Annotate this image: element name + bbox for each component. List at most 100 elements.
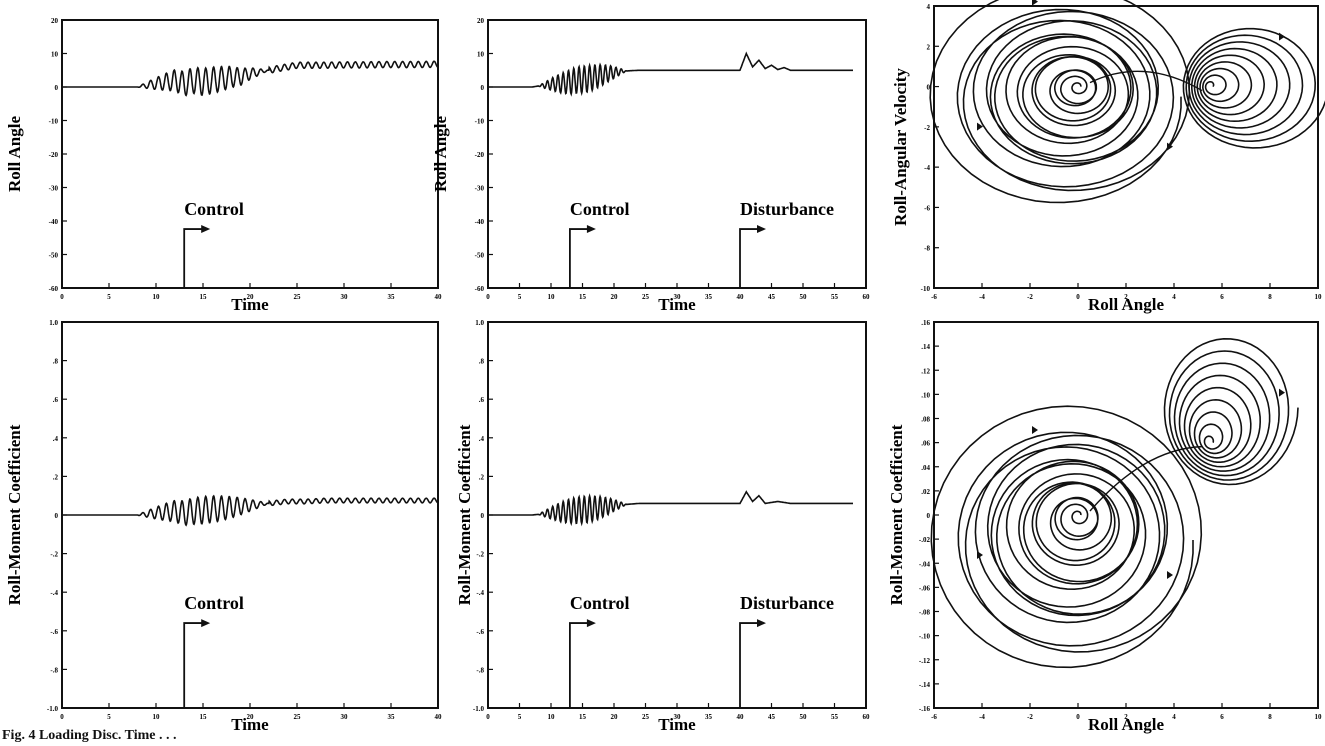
x-tick-label: 10 — [548, 713, 556, 721]
y-axis-label: Roll-Moment Coefficient — [5, 424, 24, 605]
y-axis-label: Roll Angle — [431, 116, 450, 192]
trajectory-arrow — [977, 122, 983, 131]
x-tick-label: 25 — [642, 293, 650, 301]
y-tick-label: -.2 — [476, 551, 484, 559]
y-tick-label: -10 — [49, 118, 59, 126]
x-tick-label: 0 — [486, 713, 490, 721]
x-tick-label: 40 — [435, 713, 443, 721]
y-tick-label: .06 — [921, 440, 930, 448]
annotation-label: Disturbance — [740, 593, 834, 613]
y-tick-label: .16 — [921, 319, 930, 327]
series-line — [488, 51, 853, 97]
x-tick-label: 15 — [579, 713, 587, 721]
x-tick-label: 4 — [1172, 293, 1176, 301]
x-tick-label: 15 — [200, 713, 208, 721]
x-tick-label: -2 — [1027, 713, 1033, 721]
y-tick-label: -10 — [475, 118, 485, 126]
x-tick-label: -6 — [931, 293, 937, 301]
step-marker — [739, 228, 760, 288]
y-tick-label: .08 — [921, 416, 930, 424]
x-tick-label: 5 — [107, 293, 111, 301]
y-tick-label: -.6 — [50, 628, 58, 636]
trajectory-arrow — [1032, 0, 1038, 6]
y-tick-label: .8 — [53, 358, 59, 366]
y-tick-label: 0 — [927, 84, 931, 92]
y-tick-label: -.2 — [50, 551, 58, 559]
y-tick-label: .2 — [479, 473, 485, 481]
y-tick-label: -60 — [475, 285, 485, 293]
x-tick-label: 6 — [1220, 713, 1224, 721]
y-tick-label: -.12 — [919, 657, 931, 665]
annotation-label: Control — [184, 199, 244, 219]
x-tick-label: 55 — [831, 713, 839, 721]
step-marker — [183, 622, 205, 708]
x-tick-label: 0 — [1076, 293, 1080, 301]
x-tick-label: 30 — [674, 293, 682, 301]
x-tick-label: 35 — [705, 293, 713, 301]
x-axis-label: Time — [231, 295, 269, 314]
x-axis-label: Roll Angle — [1088, 715, 1164, 734]
x-tick-label: 30 — [341, 713, 349, 721]
x-tick-label: 35 — [388, 713, 396, 721]
trajectory-main-spiral — [930, 405, 1203, 669]
y-tick-label: -.16 — [919, 705, 931, 713]
y-axis-label: Roll-Moment Coefficient — [887, 424, 906, 605]
x-tick-label: 8 — [1268, 293, 1272, 301]
x-tick-label: 6 — [1220, 293, 1224, 301]
panel-top-right: -6 -4 -2 0 2 4 6 8 10 4 2 0 -2 -4 -6 -8 -10 Roll Angle Rol… — [891, 0, 1325, 314]
y-tick-label: -.14 — [919, 681, 931, 689]
y-tick-label: 2 — [927, 43, 931, 51]
x-tick-label: 25 — [642, 713, 650, 721]
x-tick-label: 10 — [153, 293, 161, 301]
trajectory-arrow — [1032, 426, 1038, 434]
x-tick-label: 4 — [1172, 713, 1176, 721]
y-tick-label: .12 — [921, 367, 930, 375]
y-tick-label: .2 — [53, 473, 59, 481]
plot-frame — [61, 19, 439, 289]
x-axis-label: Roll Angle — [1088, 295, 1164, 314]
y-tick-label: -50 — [475, 252, 485, 260]
y-tick-label: -10 — [921, 285, 931, 293]
x-tick-label: 0 — [60, 293, 64, 301]
annotation-label: Control — [570, 593, 630, 613]
x-tick-label: 60 — [863, 713, 871, 721]
x-tick-label: 20 — [611, 293, 619, 301]
x-tick-label: 20 — [247, 293, 255, 301]
figure-caption: Fig. 4 Loading Disc. Time . . . — [2, 728, 177, 743]
y-tick-label: -6 — [924, 204, 930, 212]
y-tick-label: -.4 — [476, 589, 484, 597]
y-tick-label: 0 — [927, 512, 931, 520]
trajectory-transition — [1089, 445, 1203, 512]
y-tick-label: -50 — [49, 252, 59, 260]
y-tick-label: -40 — [475, 218, 485, 226]
x-tick-label: 35 — [388, 293, 396, 301]
panel-top-left: 0 5 10 15 20 25 30 35 40 20 10 0 -10 -20 -30 -40 -50 -60 T… — [5, 17, 442, 314]
annotation-label: Control — [184, 593, 244, 613]
trajectory-second-spiral — [1182, 27, 1325, 149]
x-tick-label: 45 — [768, 713, 776, 721]
y-tick-label: .4 — [53, 435, 59, 443]
x-tick-label: 25 — [294, 713, 302, 721]
y-axis-label: Roll-Moment Coefficient — [455, 424, 474, 605]
y-tick-label: -2 — [924, 124, 930, 132]
y-tick-label: -1.0 — [47, 705, 59, 713]
x-tick-label: 50 — [800, 293, 808, 301]
y-tick-label: .02 — [921, 488, 930, 496]
x-tick-label: 30 — [341, 293, 349, 301]
x-axis-label: Time — [231, 715, 269, 734]
x-tick-label: 20 — [247, 713, 255, 721]
x-tick-label: 50 — [800, 713, 808, 721]
y-tick-label: -4 — [924, 164, 930, 172]
y-tick-label: -.06 — [919, 584, 931, 592]
x-tick-label: 5 — [518, 713, 522, 721]
x-axis-label: Time — [658, 295, 696, 314]
series-line — [488, 490, 853, 527]
step-arrow — [201, 619, 211, 628]
x-tick-label: -6 — [931, 713, 937, 721]
y-tick-label: 20 — [477, 17, 485, 25]
y-axis-label: Roll Angle — [5, 116, 24, 192]
y-tick-label: 10 — [51, 51, 59, 59]
x-tick-label: 55 — [831, 293, 839, 301]
y-tick-label: -.02 — [919, 536, 931, 544]
